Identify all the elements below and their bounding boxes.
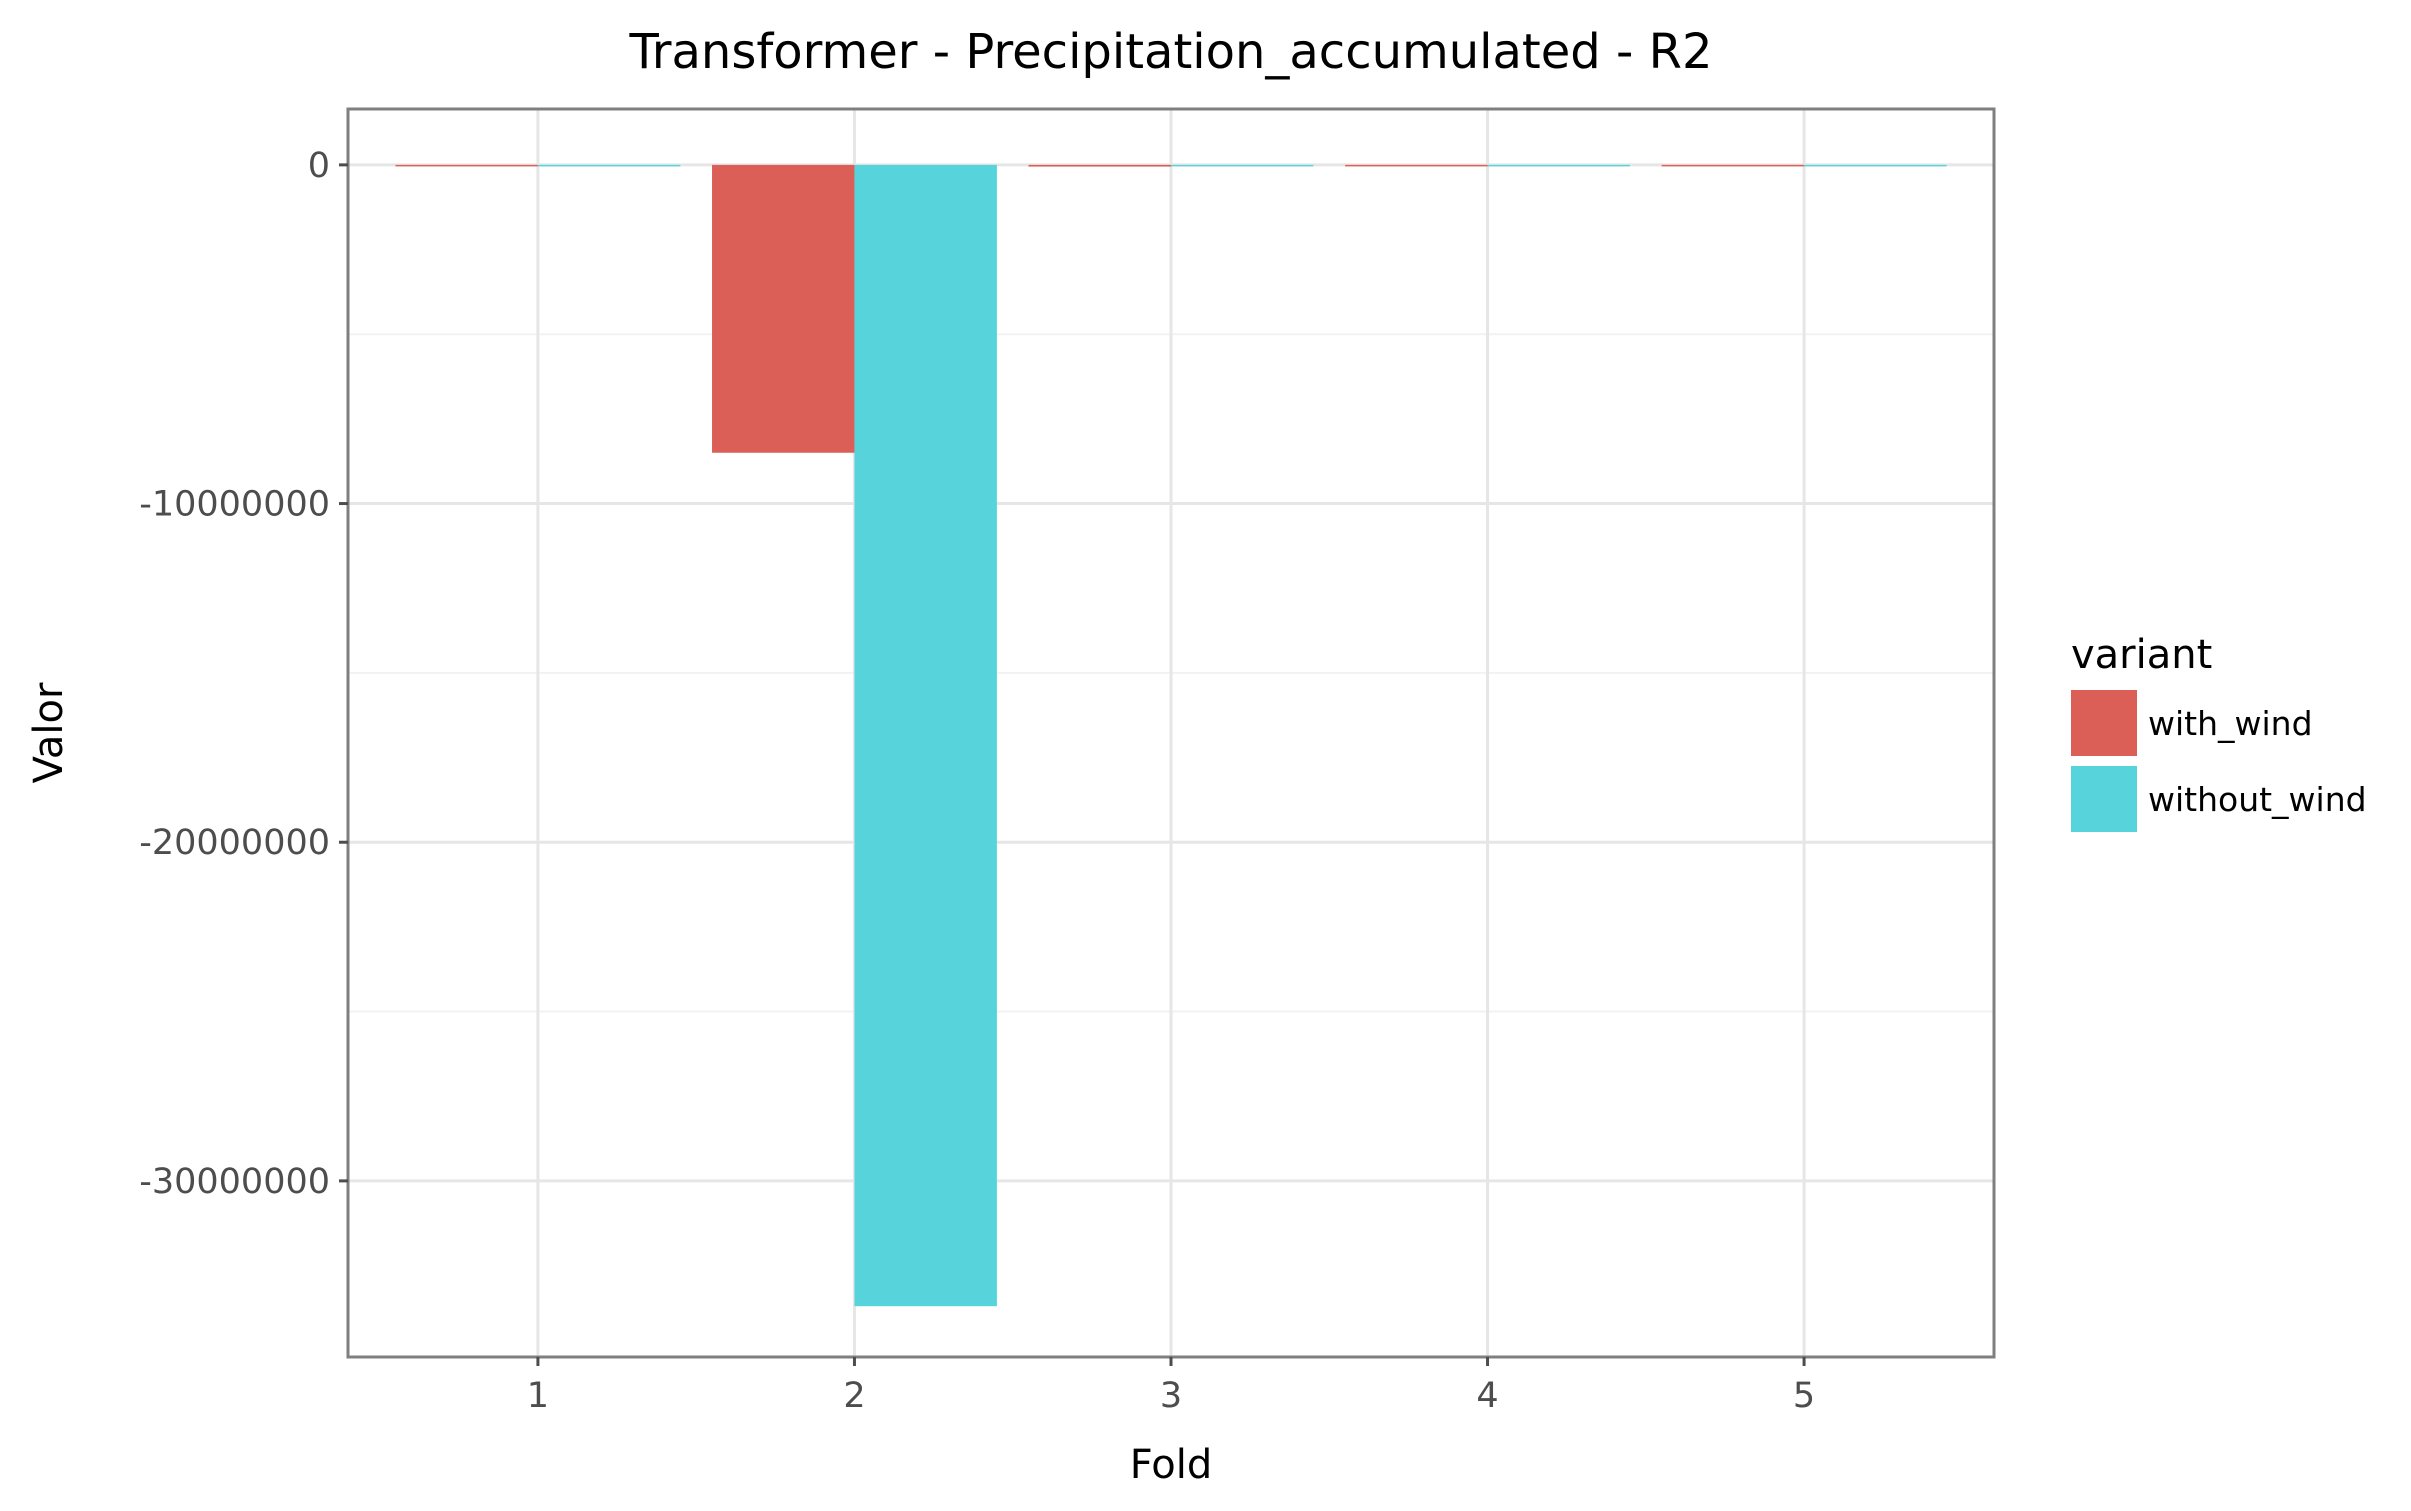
bar-with_wind: [1028, 164, 1171, 167]
y-tick-label: -20000000: [139, 823, 330, 863]
legend-swatch-without_wind: [2071, 766, 2137, 832]
bar-with_wind: [395, 164, 538, 167]
legend-title: variant: [2071, 632, 2212, 678]
y-tick-label: -10000000: [139, 485, 330, 525]
x-tick-label: 5: [1793, 1376, 1815, 1416]
legend: variant with_wind without_wind: [2071, 632, 2367, 832]
legend-items: with_wind without_wind: [2071, 690, 2367, 832]
bars: [395, 164, 1947, 1307]
y-axis-ticks: 0 -10000000 -20000000 -30000000: [139, 146, 348, 1202]
y-axis-title: Valor: [26, 682, 72, 783]
x-axis-ticks: 1 2 3 4 5: [527, 1357, 1815, 1416]
bar-with_wind: [712, 164, 855, 453]
legend-swatch-with_wind: [2071, 690, 2137, 756]
x-tick-label: 3: [1160, 1376, 1182, 1416]
y-tick-label: -30000000: [139, 1162, 330, 1202]
legend-label-without_wind: without_wind: [2148, 780, 2367, 819]
legend-label-with_wind: with_wind: [2148, 704, 2313, 743]
bar-with_wind: [1661, 164, 1805, 167]
bar-without_wind: [1804, 164, 1947, 167]
bar-without_wind: [1487, 164, 1630, 167]
bar-without_wind: [1171, 164, 1314, 167]
x-tick-label: 4: [1476, 1376, 1498, 1416]
bar-without_wind: [537, 164, 681, 167]
x-tick-label: 2: [843, 1376, 865, 1416]
chart-title: Transformer - Precipitation_accumulated …: [629, 24, 1713, 80]
bar-without_wind: [854, 164, 997, 1307]
y-tick-label: 0: [308, 146, 330, 186]
x-tick-label: 1: [527, 1376, 549, 1416]
bar-with_wind: [1345, 164, 1488, 167]
x-axis-title: Fold: [1130, 1442, 1213, 1488]
